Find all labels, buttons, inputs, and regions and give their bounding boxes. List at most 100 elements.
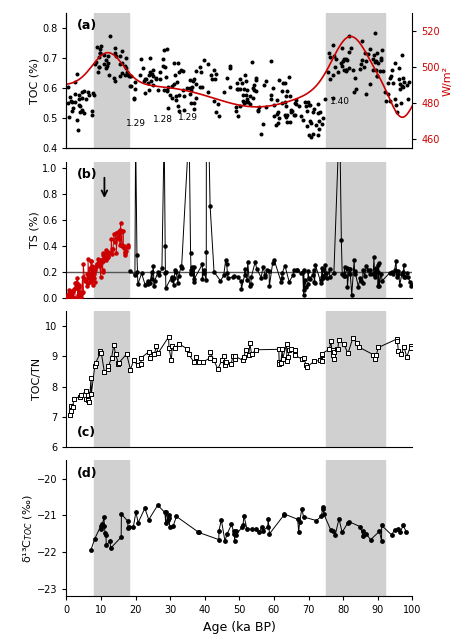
Point bbox=[162, 241, 169, 251]
Point bbox=[282, 112, 289, 122]
Point bbox=[154, 267, 162, 278]
Point bbox=[81, 276, 89, 286]
Point bbox=[64, 98, 72, 108]
Point bbox=[169, 275, 176, 285]
Point bbox=[281, 509, 288, 519]
Point bbox=[318, 275, 325, 285]
Point bbox=[305, 130, 313, 140]
Point bbox=[324, 67, 332, 77]
Point bbox=[379, 66, 387, 76]
Point bbox=[299, 115, 307, 125]
Point bbox=[388, 65, 396, 75]
Point bbox=[210, 65, 218, 75]
Point bbox=[400, 272, 407, 283]
Point bbox=[113, 233, 121, 243]
Point bbox=[344, 518, 351, 528]
Point bbox=[130, 355, 137, 365]
Point bbox=[107, 248, 115, 258]
Point bbox=[65, 112, 73, 122]
Point bbox=[111, 43, 118, 53]
Point bbox=[253, 263, 261, 274]
Point bbox=[204, 59, 212, 69]
Point bbox=[66, 92, 73, 102]
Point bbox=[148, 274, 156, 284]
Point bbox=[283, 85, 291, 96]
Point bbox=[138, 268, 146, 278]
Point bbox=[130, 94, 138, 104]
Point bbox=[396, 84, 403, 94]
Point bbox=[127, 71, 135, 81]
Point bbox=[239, 520, 247, 530]
Point bbox=[283, 101, 290, 111]
Point bbox=[123, 53, 130, 63]
Point bbox=[231, 351, 239, 362]
Text: 1.28: 1.28 bbox=[153, 115, 173, 124]
Point bbox=[102, 245, 109, 255]
Point bbox=[348, 290, 356, 300]
Point bbox=[120, 241, 128, 251]
Point bbox=[398, 81, 406, 92]
Point bbox=[220, 87, 228, 97]
Point bbox=[358, 36, 365, 46]
Point bbox=[398, 349, 405, 360]
Point bbox=[359, 278, 366, 288]
Point bbox=[396, 279, 403, 290]
Point bbox=[395, 267, 402, 277]
Point bbox=[407, 340, 414, 351]
Point bbox=[349, 333, 356, 344]
Point bbox=[291, 344, 298, 354]
Point bbox=[98, 41, 105, 51]
Point bbox=[344, 348, 352, 358]
Point bbox=[235, 111, 242, 121]
Point bbox=[166, 522, 173, 532]
Point bbox=[153, 341, 160, 351]
Point bbox=[374, 58, 382, 68]
Point bbox=[190, 98, 197, 108]
Point bbox=[257, 272, 265, 283]
Point bbox=[205, 87, 212, 97]
Point bbox=[180, 66, 187, 76]
Point bbox=[70, 292, 77, 303]
Point bbox=[233, 84, 241, 94]
Point bbox=[117, 71, 124, 81]
Point bbox=[92, 358, 100, 368]
Point bbox=[262, 272, 269, 283]
Point bbox=[86, 263, 93, 273]
Point bbox=[115, 234, 122, 244]
Point bbox=[110, 340, 118, 350]
Point bbox=[93, 42, 101, 52]
Point bbox=[393, 272, 401, 283]
Point bbox=[175, 271, 182, 281]
Point bbox=[145, 78, 152, 88]
Point bbox=[238, 78, 246, 88]
Point bbox=[320, 271, 328, 281]
Point bbox=[92, 262, 100, 272]
Point bbox=[372, 351, 380, 361]
Point bbox=[404, 94, 411, 104]
Point bbox=[284, 352, 292, 362]
Point bbox=[105, 70, 112, 80]
Bar bbox=[326, 312, 385, 447]
Point bbox=[285, 277, 293, 287]
Point bbox=[160, 126, 168, 136]
Point bbox=[172, 91, 180, 101]
Point bbox=[239, 96, 247, 106]
Bar bbox=[94, 460, 128, 596]
Point bbox=[164, 103, 172, 113]
Point bbox=[238, 521, 246, 531]
Point bbox=[407, 281, 415, 291]
Point bbox=[85, 273, 93, 283]
Point bbox=[175, 338, 182, 349]
Point bbox=[104, 251, 112, 261]
Point bbox=[291, 97, 299, 108]
Point bbox=[222, 255, 229, 265]
Point bbox=[275, 113, 283, 123]
Point bbox=[261, 269, 269, 279]
Point bbox=[338, 43, 346, 53]
Point bbox=[269, 83, 277, 93]
Point bbox=[67, 406, 74, 416]
Point bbox=[252, 524, 259, 535]
Point bbox=[159, 61, 167, 71]
Point bbox=[83, 281, 91, 292]
Point bbox=[130, 93, 138, 103]
